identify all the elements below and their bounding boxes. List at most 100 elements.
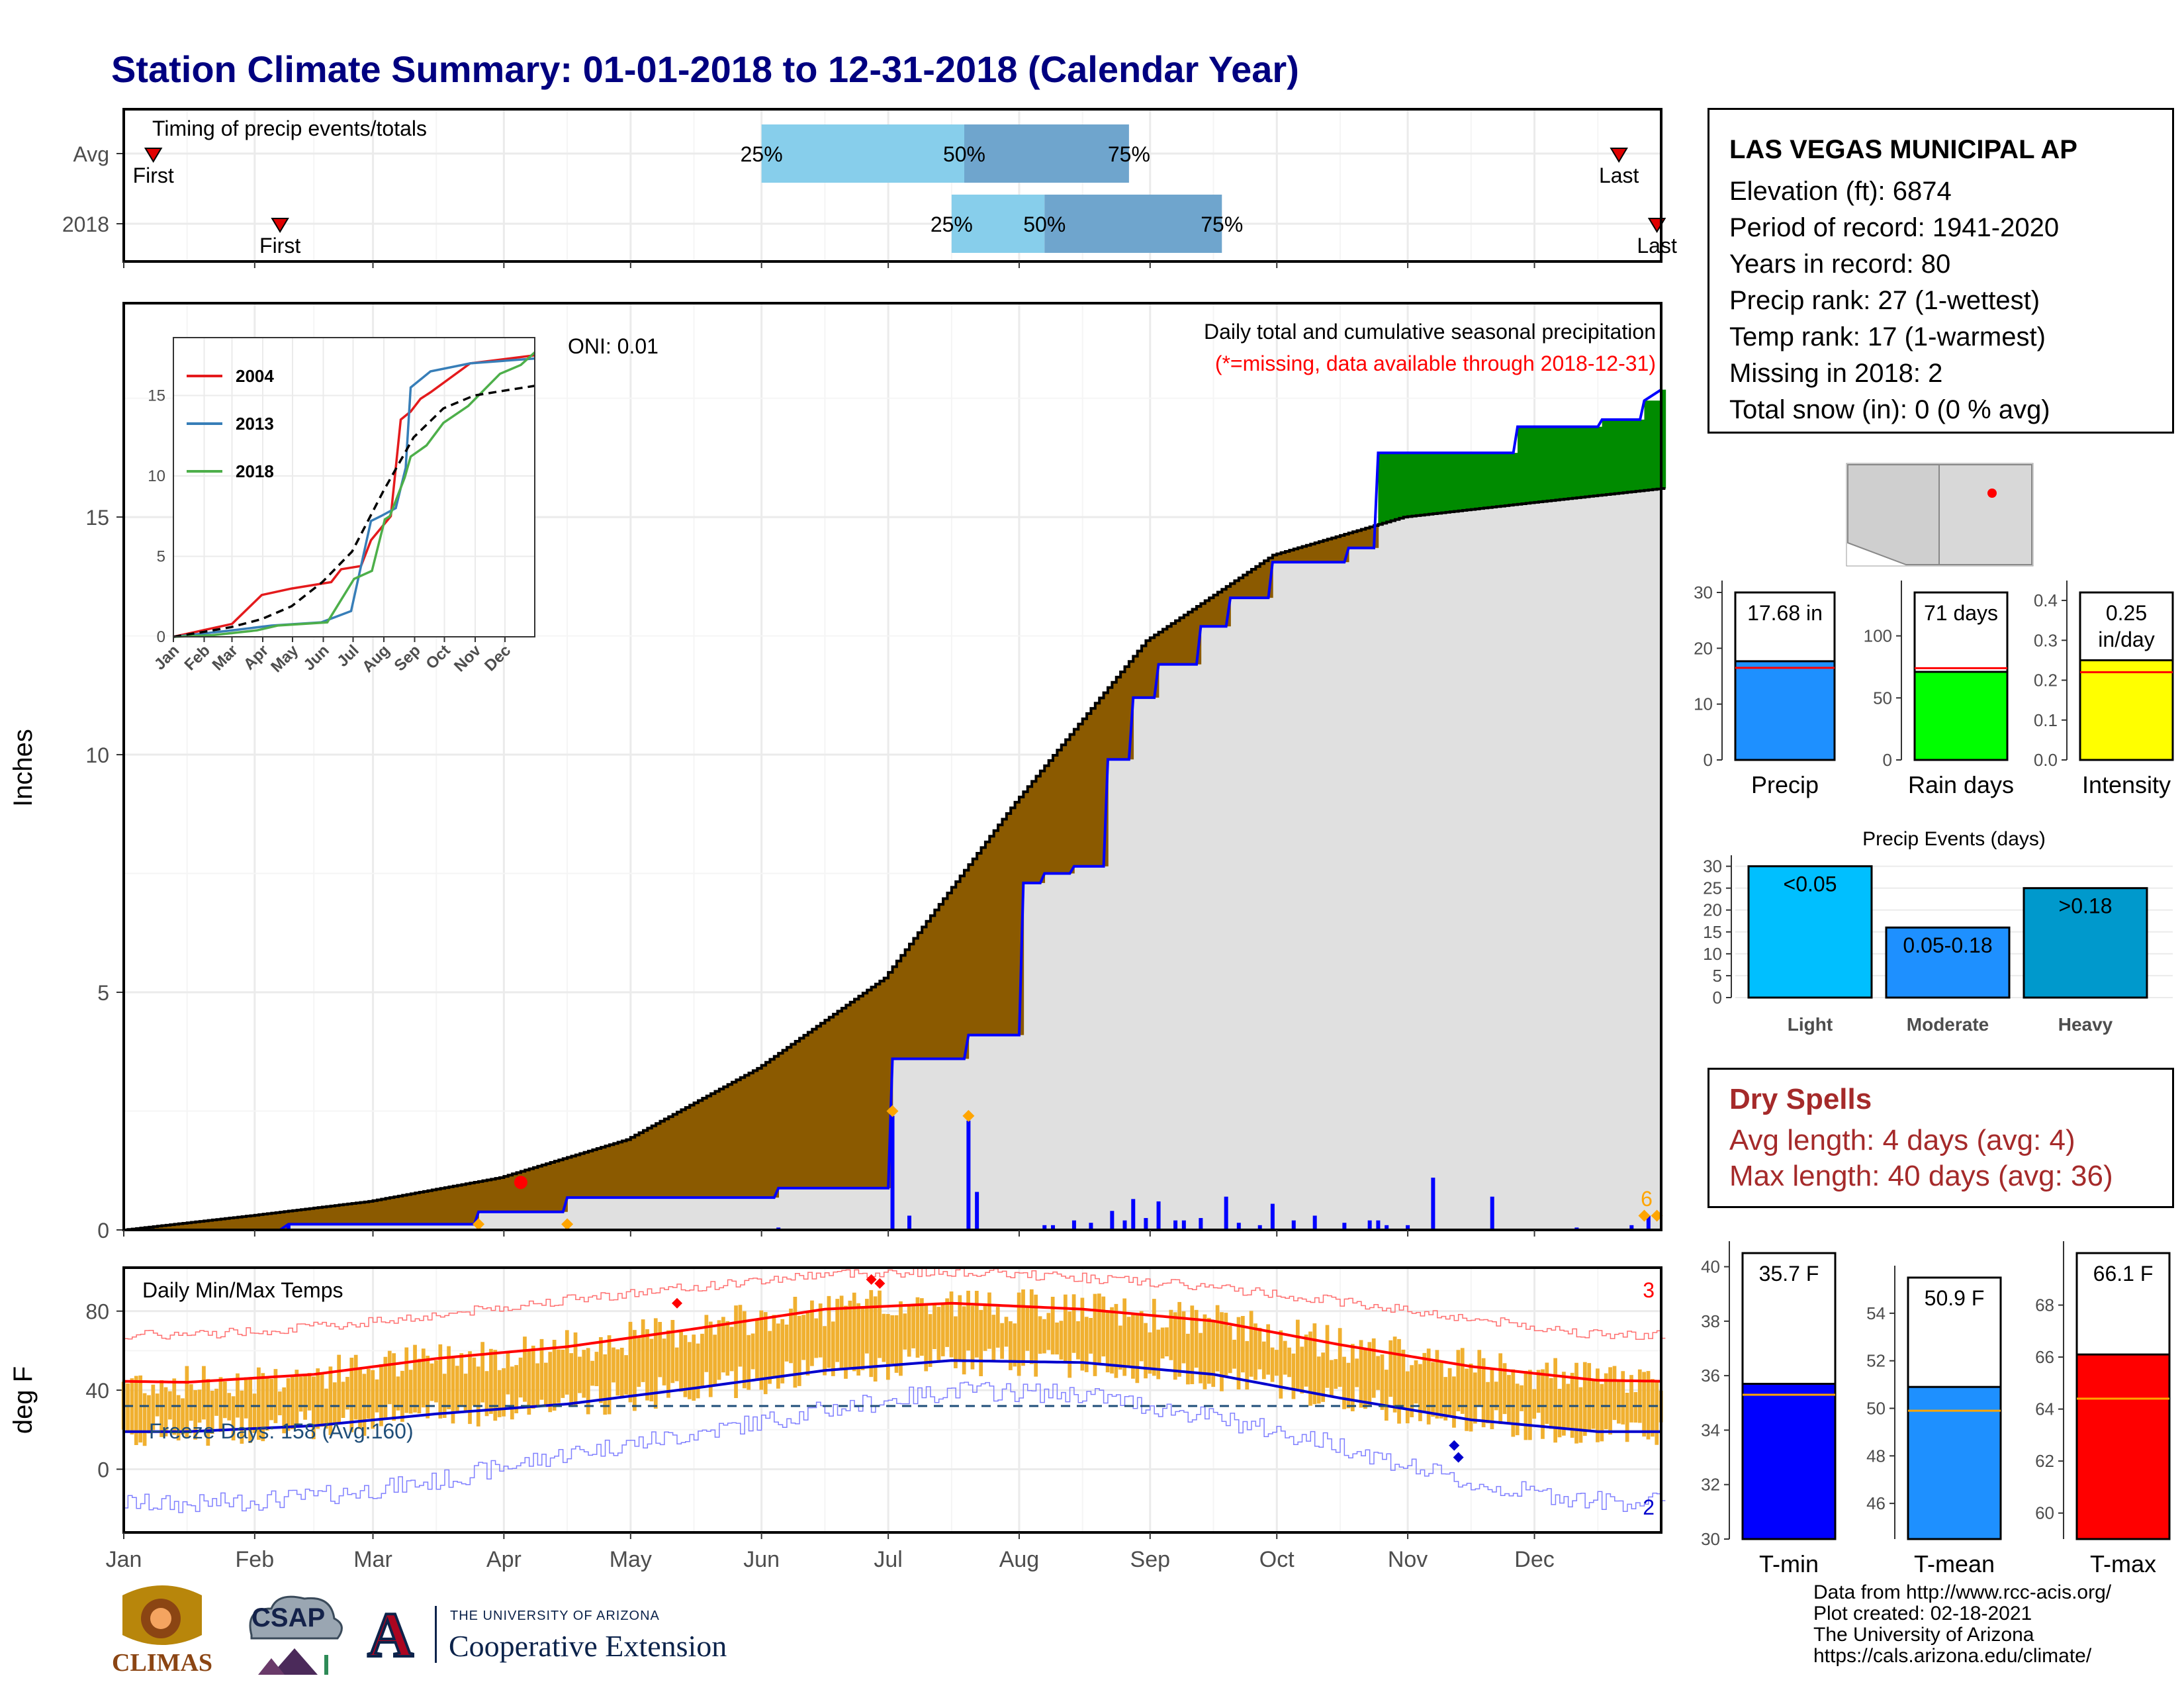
summary-bar-y-tick-label: 0.3 <box>2034 630 2058 650</box>
credit-data-source: Data from http://www.rcc-acis.org/ <box>1813 1581 2112 1603</box>
rain-days-bar: 0 50 100 71 days Rain days <box>1864 581 2014 798</box>
precip-y-tick-label: 0 <box>97 1219 109 1243</box>
summary-bar-y-tick-label: 0.1 <box>2034 710 2058 730</box>
summary-bar-y-tick-label: 30 <box>1694 583 1713 602</box>
station-years: Years in record: 80 <box>1729 250 1951 279</box>
event-bar-range-label: >0.18 <box>2059 894 2113 918</box>
inset-x-tick-label: Feb <box>181 641 213 674</box>
climas-logo: CLIMAS <box>109 1582 218 1681</box>
event-bar-category-label: Light <box>1788 1014 1833 1035</box>
timing-p25-label: 25% <box>931 212 973 236</box>
dry-spells-title: Dry Spells <box>1729 1083 1872 1115</box>
month-x-tick-label: Dec <box>1514 1547 1554 1572</box>
daily-precip-bar <box>1042 1225 1047 1230</box>
daily-precip-bar <box>1257 1225 1262 1230</box>
precip-note-main: Daily total and cumulative seasonal prec… <box>1204 320 1656 344</box>
station-total-snow: Total snow (in): 0 (0 % avg) <box>1729 395 2050 424</box>
summary-bar-y-tick-label: 0.0 <box>2034 750 2058 770</box>
inset-legend-label: 2018 <box>236 461 274 481</box>
daily-precip-bar <box>1071 1220 1076 1230</box>
credits: Data from http://www.rcc-acis.org/ Plot … <box>1813 1582 2111 1667</box>
timing-first-label: First <box>133 164 174 187</box>
record-low-marker <box>1449 1440 1460 1451</box>
summary-bar-fill <box>2079 659 2174 761</box>
event-diamond-marker <box>1638 1209 1651 1222</box>
timing-last-marker <box>1647 218 1666 233</box>
credit-university: The University of Arizona <box>1813 1624 2034 1646</box>
inset-curve-2004 <box>173 353 535 638</box>
event-bar-range-label: <0.05 <box>1784 872 1837 896</box>
summary-bar-category-label: T-max <box>2090 1550 2156 1577</box>
intensity-bar: 0.0 0.1 0.2 0.3 0.4 0.25 in/day Intensity <box>2034 581 2174 798</box>
temp-panel-border <box>122 1266 1662 1534</box>
events-y-tick-label: 0 <box>1713 988 1722 1008</box>
summary-bar-y-tick-label: 34 <box>1701 1420 1720 1440</box>
summary-bar-y-tick-label: 0.4 <box>2034 590 2058 610</box>
dry-spells-box: Dry Spells Avg length: 4 days (avg: 4) M… <box>1707 1068 2174 1208</box>
precip-deficit-area <box>128 526 1379 1230</box>
timing-panel: 25% 50% 75% First Last Avg 25% 50% 75% First Last 2… <box>62 108 1677 268</box>
temp-record-low-count: 2 <box>1643 1495 1655 1519</box>
map-arizona-shape <box>1847 464 1940 565</box>
summary-bar-y-tick-label: 32 <box>1701 1475 1720 1495</box>
daily-precip-bar <box>1173 1220 1178 1230</box>
inset-legend-label: 2004 <box>236 366 274 386</box>
temp-summary-bar-t-min: 30 32 34 36 38 40 35.7 F T-min <box>1701 1241 1837 1577</box>
station-info-box: LAS VEGAS MUNICIPAL AP Elevation (ft): 6… <box>1707 108 2174 434</box>
inset-y-tick-label: 5 <box>157 547 165 565</box>
record-high-marker <box>866 1274 877 1285</box>
summary-bar-y-tick-label: 40 <box>1701 1257 1720 1277</box>
timing-row-label: Avg <box>73 142 109 166</box>
event-diamond-marker <box>962 1109 975 1122</box>
climas-logo-text: CLIMAS <box>112 1649 213 1677</box>
timing-first-label: First <box>259 234 300 258</box>
inset-x-tick-label: Jun <box>300 641 332 674</box>
inset-border <box>173 337 535 637</box>
month-x-tick-label: Jan <box>106 1547 142 1572</box>
inset-x-tick-label: Jan <box>151 641 183 673</box>
timing-iqr-high-bar <box>964 124 1129 183</box>
station-temp-rank: Temp rank: 17 (1-warmest) <box>1729 322 2046 352</box>
precip-total-bar: 0 10 20 30 17.68 in Precip <box>1694 581 1836 798</box>
timing-last-label: Last <box>1599 164 1639 187</box>
summary-bar-y-tick-label: 30 <box>1701 1529 1720 1549</box>
summary-bar-value-label: 71 days <box>1924 601 1998 625</box>
inset-x-tick-label: Nov <box>451 641 485 676</box>
temp-record-high-count: 3 <box>1643 1278 1655 1302</box>
map-station-marker <box>1987 489 1997 498</box>
events-y-tick-label: 5 <box>1713 966 1722 986</box>
summary-bar-fill <box>1741 1382 1837 1540</box>
timing-p50-label: 50% <box>943 142 985 166</box>
avg-cumulative-line <box>124 487 1666 1231</box>
precip-end-count: 6 <box>1641 1187 1653 1211</box>
daily-precip-bar <box>1089 1223 1093 1230</box>
daily-precip-bar <box>1224 1196 1228 1230</box>
summary-bar-value-label: 66.1 F <box>2093 1262 2154 1286</box>
daily-precip-bar <box>1291 1220 1296 1230</box>
station-name: LAS VEGAS MUNICIPAL AP <box>1729 135 2077 164</box>
event-bar <box>1747 865 1873 999</box>
summary-bar-y-tick-label: 60 <box>2035 1503 2054 1523</box>
inset-y-tick-label: 15 <box>148 387 165 404</box>
daily-precip-bar <box>1051 1225 1056 1230</box>
precip-panel-border <box>122 302 1662 1231</box>
summary-bar-value-label: 50.9 F <box>1925 1286 1985 1310</box>
events-y-tick-label: 20 <box>1703 900 1722 920</box>
event-diamond-marker <box>561 1218 574 1231</box>
daily-precip-bar <box>1199 1218 1203 1230</box>
summary-bar-y-tick-label: 0 <box>1704 750 1713 770</box>
daily-precip-bar <box>1156 1201 1161 1230</box>
summary-bar-y-tick-label: 36 <box>1701 1366 1720 1385</box>
precip-panel: 0 5 10 15 6 Daily total and cumulative season… <box>9 302 1666 1243</box>
cumulative-2018-line <box>124 388 1662 1231</box>
credit-url: https://cals.arizona.edu/climate/ <box>1813 1645 2092 1667</box>
summary-bar-value-unit: in/day <box>2098 628 2154 651</box>
timing-first-marker <box>271 218 289 233</box>
precip-events-title: Precip Events (days) <box>1862 828 2046 850</box>
daily-precip-bar <box>1110 1211 1115 1230</box>
ua-block-a-icon: A <box>366 1599 414 1670</box>
daily-precip-bar <box>890 1115 895 1230</box>
summary-bar-y-tick-label: 52 <box>1866 1351 1886 1371</box>
